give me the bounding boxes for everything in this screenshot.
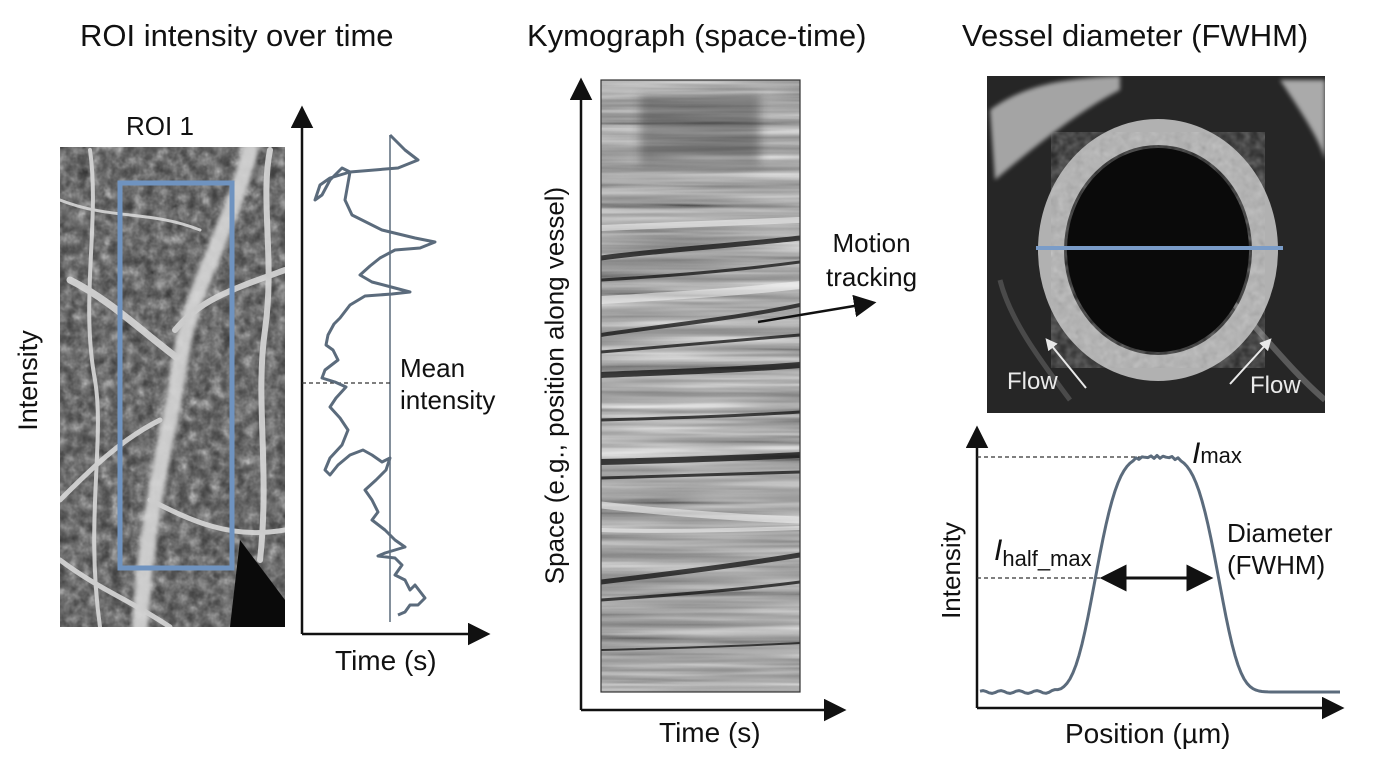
vessel-cross-section-image [987, 76, 1325, 413]
diameter-panel-title: Vessel diameter (FWHM) [962, 18, 1309, 53]
roi-panel-title: ROI intensity over time [80, 18, 394, 53]
ihalf-label-italic: I [994, 534, 1003, 567]
kymograph-x-axis-label: Time (s) [659, 717, 761, 748]
diameter-fwhm-label: Diameter (FWHM) [1227, 517, 1332, 581]
intensity-profile-curve [979, 454, 1340, 695]
diameter-fwhm-label-line2: (FWHM) [1227, 550, 1326, 580]
flow-label-left: Flow [1007, 368, 1058, 395]
motion-tracking-arrow [757, 294, 877, 324]
roi-intensity-trace [313, 133, 437, 617]
profile-x-axis-label: Position (µm) [1065, 718, 1231, 749]
mean-intensity-label-line1: Mean [400, 353, 466, 383]
roi-1-box[interactable] [117, 180, 235, 571]
roi-y-axis-label: Intensity [12, 330, 43, 431]
motion-tracking-label: Motion tracking [826, 226, 917, 294]
mean-intensity-label-line2: intensity [400, 385, 496, 415]
ihalf-label-sub: half_max [1002, 546, 1092, 571]
imax-label-italic: I [1192, 437, 1201, 470]
roi-x-axis-label: Time (s) [335, 645, 437, 676]
kymograph-y-axis-label: Space (e.g., position along vessel) [539, 186, 570, 585]
imax-label: Imax [1192, 437, 1242, 471]
mean-intensity-label: Mean intensity [400, 352, 495, 416]
motion-tracking-label-line1: Motion [832, 228, 911, 258]
kymograph-panel-title: Kymograph (space-time) [527, 18, 867, 53]
imax-label-sub: max [1200, 443, 1242, 468]
roi-micrograph [60, 147, 285, 627]
diameter-fwhm-label-line1: Diameter [1227, 518, 1333, 548]
roi-1-label: ROI 1 [126, 111, 194, 141]
kymograph-image [601, 80, 800, 692]
flow-label-right: Flow [1250, 372, 1301, 399]
ihalf-label: Ihalf_max [994, 534, 1092, 571]
profile-y-axis-label: Intensity [935, 522, 966, 619]
flow-arrow-left [1045, 338, 1087, 389]
flow-arrow-right [1229, 338, 1272, 385]
kymograph-frame [600, 79, 801, 693]
motion-tracking-label-line2: tracking [826, 262, 918, 292]
